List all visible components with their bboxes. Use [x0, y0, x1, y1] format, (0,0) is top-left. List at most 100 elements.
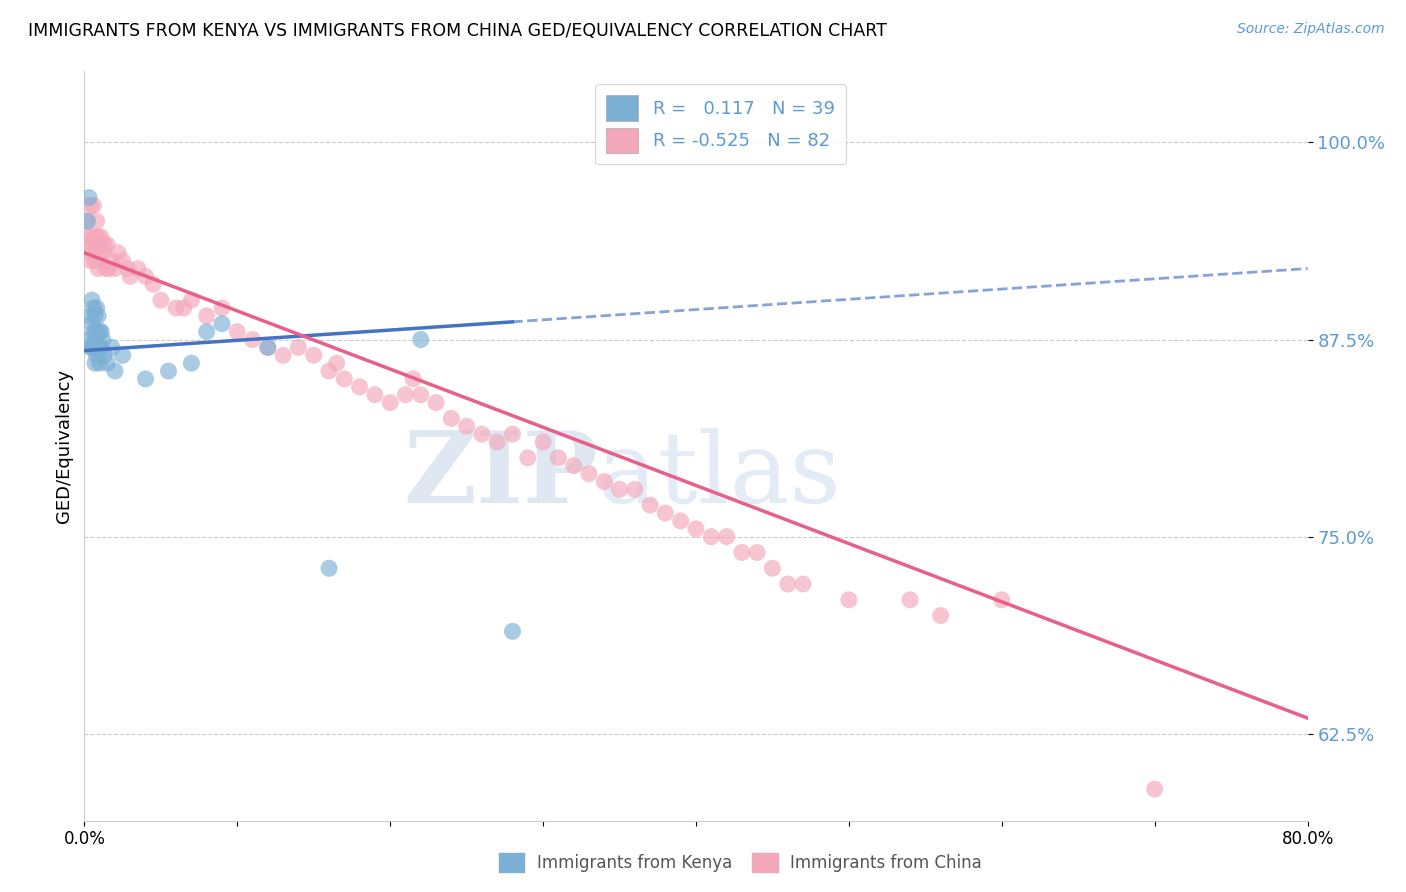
Point	[547, 450, 569, 465]
Point	[77, 230, 100, 244]
Point	[180, 293, 202, 307]
Point	[609, 483, 631, 497]
Point	[83, 301, 105, 315]
Point	[104, 261, 127, 276]
Point	[502, 624, 524, 639]
Point	[318, 364, 340, 378]
Point	[792, 577, 814, 591]
Point	[333, 372, 356, 386]
Point	[77, 190, 100, 204]
Point	[91, 333, 114, 347]
Point	[76, 214, 98, 228]
Point	[761, 561, 783, 575]
Point	[80, 245, 103, 260]
Point	[89, 245, 111, 260]
Point	[471, 427, 494, 442]
Point	[96, 238, 118, 252]
Point	[84, 333, 107, 347]
Point	[211, 317, 233, 331]
Point	[80, 293, 103, 307]
Point	[111, 348, 134, 362]
Point	[91, 245, 114, 260]
Text: Source: ZipAtlas.com: Source: ZipAtlas.com	[1237, 22, 1385, 37]
Point	[90, 340, 112, 354]
Point	[394, 388, 416, 402]
Point	[654, 506, 676, 520]
Point	[929, 608, 952, 623]
Point	[101, 253, 124, 268]
Point	[409, 388, 432, 402]
Point	[180, 356, 202, 370]
Point	[84, 309, 107, 323]
Point	[86, 214, 108, 228]
Point	[991, 592, 1014, 607]
Point	[624, 483, 647, 497]
Point	[195, 325, 218, 339]
Point	[87, 340, 110, 354]
Point	[83, 325, 105, 339]
Point	[578, 467, 600, 481]
Point	[165, 301, 187, 315]
Text: Immigrants from China: Immigrants from China	[790, 854, 981, 871]
Point	[86, 301, 108, 315]
Legend: R =   0.117   N = 39, R = -0.525   N = 82: R = 0.117 N = 39, R = -0.525 N = 82	[595, 84, 846, 164]
Point	[115, 261, 138, 276]
Point	[80, 340, 103, 354]
Point	[76, 214, 98, 228]
Point	[104, 364, 127, 378]
Point	[271, 348, 294, 362]
Point	[157, 364, 180, 378]
Point	[96, 356, 118, 370]
Point	[142, 277, 165, 292]
Point	[716, 530, 738, 544]
Point	[86, 238, 108, 252]
Point	[638, 498, 661, 512]
Point	[380, 395, 402, 409]
Point	[111, 253, 134, 268]
Point	[97, 261, 120, 276]
Point	[79, 198, 101, 212]
Point	[1143, 782, 1166, 797]
Point	[84, 356, 107, 370]
Point	[77, 333, 100, 347]
Point	[226, 325, 249, 339]
Point	[90, 230, 112, 244]
Text: ZIP: ZIP	[404, 427, 598, 524]
Point	[211, 301, 233, 315]
Point	[302, 348, 325, 362]
Point	[86, 325, 108, 339]
Point	[325, 356, 347, 370]
Point	[135, 372, 157, 386]
Point	[79, 253, 101, 268]
Point	[89, 340, 111, 354]
Point	[257, 340, 280, 354]
Point	[685, 522, 707, 536]
Point	[127, 261, 149, 276]
Point	[257, 340, 280, 354]
Point	[135, 269, 157, 284]
Point	[107, 245, 129, 260]
Point	[83, 238, 105, 252]
Point	[287, 340, 309, 354]
Point	[593, 475, 616, 489]
Point	[562, 458, 585, 473]
Point	[195, 309, 218, 323]
Point	[731, 545, 754, 559]
Point	[79, 340, 101, 354]
Y-axis label: GED/Equivalency: GED/Equivalency	[55, 369, 73, 523]
Point	[402, 372, 425, 386]
Point	[89, 356, 111, 370]
Point	[747, 545, 769, 559]
Point	[173, 301, 195, 315]
Point	[94, 261, 117, 276]
Point	[79, 309, 101, 323]
Point	[776, 577, 799, 591]
Point	[669, 514, 692, 528]
Point	[700, 530, 723, 544]
Point	[516, 450, 538, 465]
Point	[86, 348, 108, 362]
Point	[77, 238, 100, 252]
Point	[93, 348, 115, 362]
Point	[84, 230, 107, 244]
Point	[120, 269, 142, 284]
